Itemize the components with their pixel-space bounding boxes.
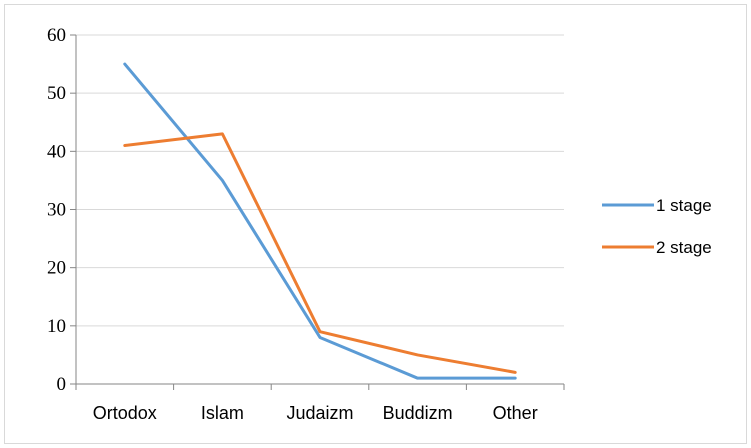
x-tick-label-islam: Islam [201,403,244,423]
axes [70,34,565,390]
y-tick-label: 60 [47,25,66,46]
y-tick-label: 10 [47,316,66,337]
y-tick-labels: 0 10 20 30 40 50 60 [47,25,66,395]
legend-label-1: 1 stage [656,196,712,215]
chart-frame [4,4,747,444]
x-tick-label-other: Other [493,403,538,423]
x-tick-labels: Ortodox Islam Judaizm Buddizm Other [93,403,538,423]
y-tick-label: 50 [47,83,66,104]
y-tick-label: 20 [47,258,66,279]
legend: 1 stage 2 stage [602,196,712,257]
legend-label-2: 2 stage [656,238,712,257]
gridlines [76,34,564,327]
series-lines [123,62,517,380]
y-tick-label: 0 [57,374,67,395]
y-tick-label: 30 [47,200,66,221]
y-tick-label: 40 [47,141,66,162]
x-tick-label-ortodox: Ortodox [93,403,157,423]
x-tick-label-buddizm: Buddizm [383,403,453,423]
x-tick-label-judaizm: Judaizm [286,403,353,423]
